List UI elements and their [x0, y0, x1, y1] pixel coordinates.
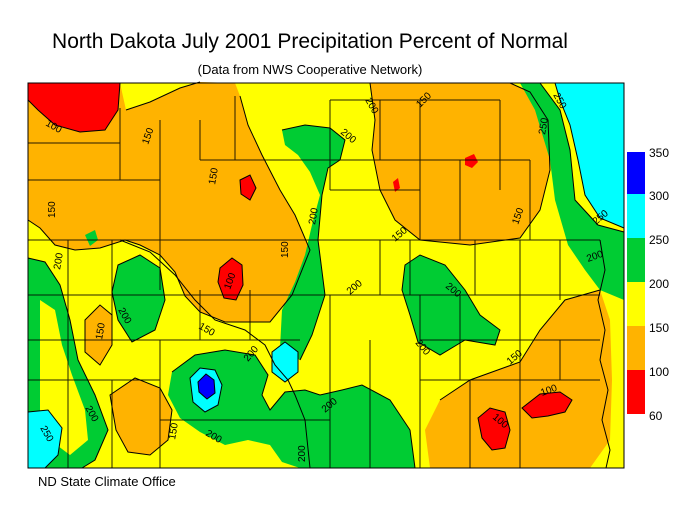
credit-text: ND State Climate Office: [38, 474, 176, 489]
region-green-mideast: [402, 255, 500, 355]
contour-label: 150: [207, 167, 221, 186]
map-title: North Dakota July 2001 Precipitation Per…: [52, 30, 568, 53]
region-orange-se: [425, 290, 612, 468]
legend-tick: 250: [649, 233, 670, 247]
missouri-river: [119, 239, 311, 469]
map-outline: [27, 82, 625, 469]
region-red-se1: [478, 408, 510, 450]
region-green-central: [280, 125, 345, 360]
contour-label: 200: [52, 252, 66, 271]
legend-band-250-300: [627, 194, 645, 238]
legend-band-200-250: [627, 238, 645, 282]
region-orange-nw: [28, 82, 310, 322]
legend-band-150-200: [627, 282, 645, 326]
county-boundaries: [28, 96, 600, 468]
contour-label: 150: [94, 322, 108, 341]
region-blue-core: [198, 374, 215, 399]
region-red-2: [218, 258, 243, 300]
legend-band-300-350: [627, 152, 645, 194]
map-subtitle: (Data from NWS Cooperative Network): [197, 62, 423, 77]
contour-label: 150: [280, 241, 291, 258]
legend-tick: 200: [649, 277, 670, 291]
legend-tick: 100: [649, 365, 670, 379]
region-green-west-oval: [112, 255, 165, 342]
region-green-spot: [85, 230, 98, 246]
region-red-3: [393, 178, 400, 192]
legend-tick: 350: [649, 146, 670, 160]
contour-lines: [27, 81, 625, 469]
region-red-nw: [28, 83, 120, 132]
region-green-east: [520, 83, 624, 300]
legend-tick: 150: [649, 321, 670, 335]
contour-label: 150: [47, 201, 58, 218]
region-cyan-central: [272, 342, 298, 382]
region-cyan-ne: [555, 83, 624, 228]
legend-band-60-100: [627, 370, 645, 414]
red-river: [597, 239, 611, 469]
contour-label: 250: [537, 117, 551, 136]
contour-label: 150: [167, 422, 181, 441]
legend-tick: 60: [649, 409, 663, 423]
region-orange-sw: [110, 378, 172, 455]
region-red-4: [465, 154, 478, 168]
contour-label: 200: [297, 445, 308, 462]
legend-band-100-150: [627, 326, 645, 370]
contour-label: 200: [307, 207, 321, 226]
region-orange-w: [85, 305, 112, 365]
legend-tick: 300: [649, 189, 670, 203]
region-cyan-sw: [28, 410, 62, 468]
region-green-south: [168, 350, 415, 468]
region-red-1: [240, 175, 256, 200]
